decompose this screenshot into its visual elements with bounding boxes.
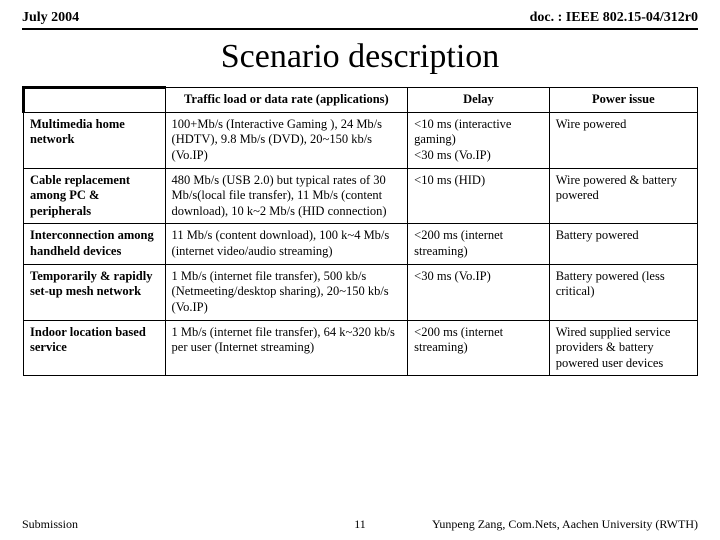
row-head: Multimedia home network [24, 112, 166, 168]
row-head: Cable replacement among PC & peripherals [24, 168, 166, 224]
cell-power: Wire powered [549, 112, 697, 168]
table-row: Temporarily & rapidly set-up mesh networ… [24, 264, 698, 320]
footer-left: Submission [22, 517, 78, 532]
cell-power: Battery powered [549, 224, 697, 264]
table-row: Indoor location based service 1 Mb/s (in… [24, 320, 698, 376]
row-head: Temporarily & rapidly set-up mesh networ… [24, 264, 166, 320]
cell-traffic: 100+Mb/s (Interactive Gaming ), 24 Mb/s … [165, 112, 408, 168]
row-head: Interconnection among handheld devices [24, 224, 166, 264]
row-head: Indoor location based service [24, 320, 166, 376]
col-delay: Delay [408, 88, 550, 113]
scenario-table: Traffic load or data rate (applications)… [22, 86, 698, 376]
cell-delay: <10 ms (interactive gaming) <30 ms (Vo.I… [408, 112, 550, 168]
cell-power: Wired supplied service providers & batte… [549, 320, 697, 376]
table-row: Cable replacement among PC & peripherals… [24, 168, 698, 224]
cell-delay: <10 ms (HID) [408, 168, 550, 224]
table-header-row: Traffic load or data rate (applications)… [24, 88, 698, 113]
table-body: Multimedia home network 100+Mb/s (Intera… [24, 112, 698, 376]
col-traffic: Traffic load or data rate (applications) [165, 88, 408, 113]
slide-title: Scenario description [22, 38, 698, 76]
col-power: Power issue [549, 88, 697, 113]
cell-power: Wire powered & battery powered [549, 168, 697, 224]
footer-page: 11 [354, 517, 366, 532]
cell-traffic: 11 Mb/s (content download), 100 k~4 Mb/s… [165, 224, 408, 264]
cell-traffic: 480 Mb/s (USB 2.0) but typical rates of … [165, 168, 408, 224]
col-blank [24, 88, 166, 113]
cell-delay: <200 ms (internet streaming) [408, 224, 550, 264]
slide-footer: Submission 11 Yunpeng Zang, Com.Nets, Aa… [22, 517, 698, 532]
table-row: Multimedia home network 100+Mb/s (Intera… [24, 112, 698, 168]
table-row: Interconnection among handheld devices 1… [24, 224, 698, 264]
header-docref: doc. : IEEE 802.15-04/312r0 [530, 10, 698, 26]
cell-traffic: 1 Mb/s (internet file transfer), 500 kb/… [165, 264, 408, 320]
cell-delay: <30 ms (Vo.IP) [408, 264, 550, 320]
cell-delay: <200 ms (internet streaming) [408, 320, 550, 376]
header-date: July 2004 [22, 10, 79, 26]
cell-power: Battery powered (less critical) [549, 264, 697, 320]
footer-right: Yunpeng Zang, Com.Nets, Aachen Universit… [432, 517, 698, 532]
cell-traffic: 1 Mb/s (internet file transfer), 64 k~32… [165, 320, 408, 376]
slide-header: July 2004 doc. : IEEE 802.15-04/312r0 [22, 10, 698, 30]
